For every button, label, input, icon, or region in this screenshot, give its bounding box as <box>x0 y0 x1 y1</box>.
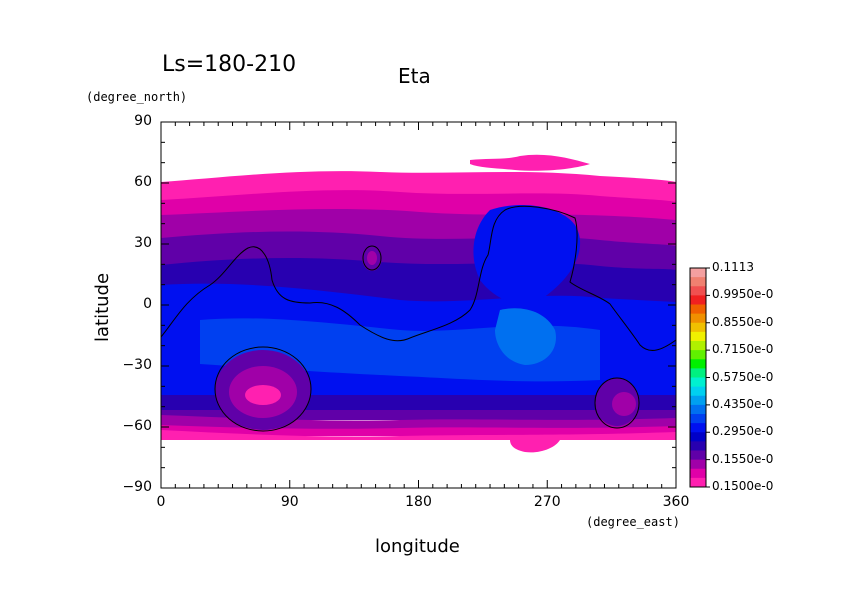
y-tick-label: −60 <box>122 418 152 434</box>
colorbar-swatch <box>690 313 706 324</box>
heatmap-field <box>161 122 676 488</box>
y-units: (degree_north) <box>86 90 188 104</box>
colorbar-swatch <box>690 404 706 415</box>
colorbar-swatch <box>690 322 706 333</box>
tharsis-region <box>473 205 581 304</box>
x-tick-label: 0 <box>156 494 166 510</box>
colorbar-swatch <box>690 268 706 278</box>
y-tick-label: −30 <box>122 357 152 373</box>
colorbar-label: 0.4350e-0 <box>712 396 774 411</box>
y-tick-label: 0 <box>143 296 152 312</box>
x-tick-label: 360 <box>662 494 690 510</box>
chart-subtitle: Ls=180-210 <box>162 52 297 77</box>
colorbar <box>689 267 710 488</box>
colorbar-swatch <box>690 414 706 424</box>
colorbar-label: 0.7150e-0 <box>712 342 774 357</box>
colorbar-label: 0.2950e-0 <box>712 424 774 439</box>
colorbar-label: 0.1550e-0 <box>712 451 774 466</box>
colorbar-label: 0.8550e-0 <box>712 314 774 329</box>
band-south-60 <box>161 425 676 436</box>
colorbar-swatch <box>690 459 706 470</box>
chart-title: Eta <box>398 64 431 88</box>
colorbar-swatch <box>690 350 706 360</box>
colorbar-swatch <box>690 477 706 488</box>
x-units: (degree_east) <box>586 515 680 529</box>
north-pole-patch <box>470 154 590 171</box>
colorbar-swatch <box>690 295 706 305</box>
colorbar-swatch <box>690 441 706 451</box>
colorbar-swatch <box>690 395 706 406</box>
x-tick-label: 270 <box>533 494 561 510</box>
colorbar-swatch <box>690 277 706 287</box>
y-tick-label: −90 <box>122 479 152 495</box>
colorbar-label: 0.1113 <box>712 260 754 274</box>
colorbar-swatch <box>690 377 706 388</box>
x-tick-label: 90 <box>280 494 299 510</box>
patch-south <box>495 308 556 365</box>
colorbar-swatch <box>690 386 706 397</box>
band-south-65 <box>161 430 676 440</box>
colorbar-swatch <box>690 304 706 315</box>
colorbar-swatch <box>690 423 706 433</box>
colorbar-label: 0.5750e-0 <box>712 369 774 384</box>
topography-contour <box>161 205 676 351</box>
colorbar-swatch <box>690 468 706 479</box>
colorbar-label: 0.9950e-0 <box>712 287 774 302</box>
colorbar-swatch <box>690 450 706 461</box>
x-tick-label: 180 <box>405 494 432 510</box>
patch-south-pole <box>510 438 560 453</box>
colorbar-swatch <box>690 368 706 378</box>
y-tick-label: 60 <box>134 174 152 190</box>
colorbar-swatch <box>690 432 706 442</box>
x-axis-label: longitude <box>375 536 460 557</box>
y-tick-label: 90 <box>134 113 152 129</box>
colorbar-swatch <box>690 331 706 342</box>
colorbar-swatch <box>690 286 706 296</box>
axis-ticks <box>160 121 677 489</box>
y-tick-label: 30 <box>134 235 152 251</box>
colorbar-label: 0.1500e-0 <box>712 479 774 493</box>
colorbar-swatch <box>690 341 706 351</box>
colorbar-swatch <box>690 359 706 369</box>
